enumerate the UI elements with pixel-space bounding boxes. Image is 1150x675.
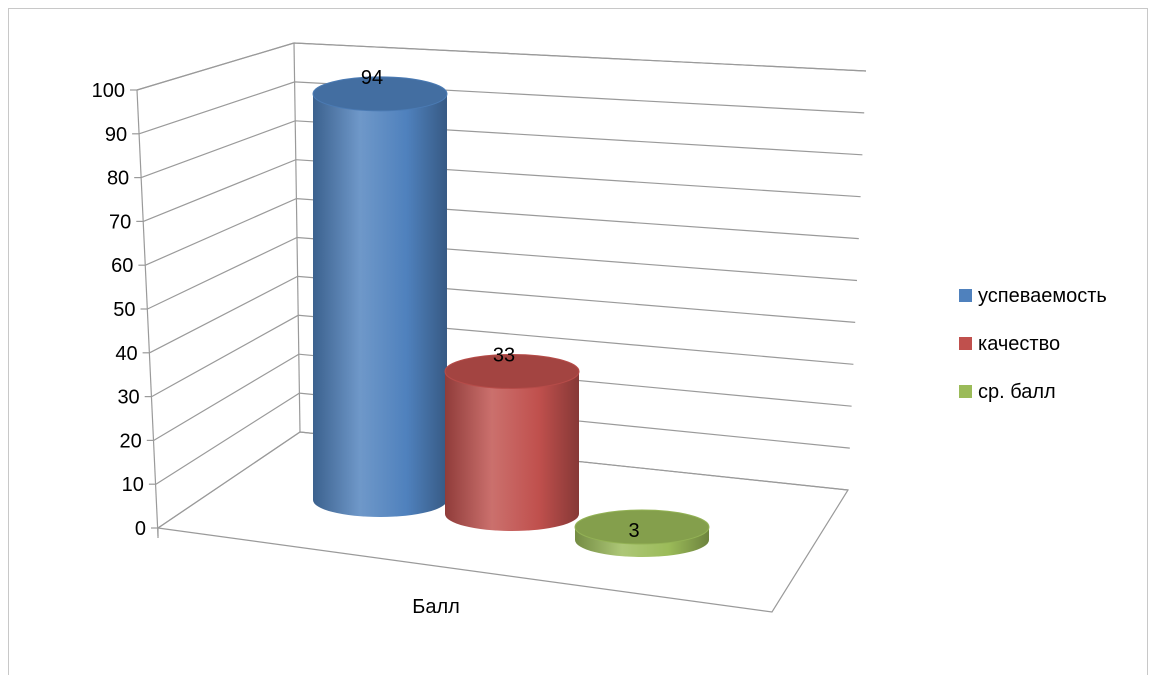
bars [312,76,710,557]
y-tick-label: 20 [120,430,142,452]
y-tick-label: 100 [92,80,125,102]
gridlines [136,42,867,529]
gridline [149,275,856,354]
data-label: 33 [493,344,515,366]
bar-качество [445,371,579,531]
bar-top [444,353,580,389]
x-axis: Балл [412,596,460,618]
chart-area [8,8,1148,675]
gridline [145,197,859,266]
legend: успеваемость качество ср. балл [959,285,1107,403]
bar-успеваемость [313,93,447,518]
legend-swatch [959,337,972,350]
y-tick-label: 50 [113,299,135,321]
y-tick-label: 30 [117,387,139,409]
legend-swatch [959,385,972,398]
y-tick-label: 40 [115,343,137,365]
gridline [143,159,861,222]
bar-top [574,509,710,545]
gridline [155,392,850,485]
gridline [151,314,854,398]
y-tick-label: 0 [135,518,146,540]
legend-label: ср. балл [978,381,1056,403]
legend-label: успеваемость [978,285,1107,307]
gridline [157,431,849,529]
legend-label: качество [978,333,1060,355]
y-tick-label: 90 [105,124,127,146]
bar-top [312,76,448,112]
gridline [147,236,858,310]
gridline [136,42,867,91]
data-label: 94 [361,67,383,89]
y-tick-label: 10 [122,474,144,496]
legend-swatch [959,289,972,302]
gridline [153,353,852,441]
gridline [140,120,863,179]
y-tick-label: 80 [107,168,129,190]
y-axis-line [136,89,159,537]
y-axis: 0 10 20 30 40 50 60 70 80 90 100 [92,80,159,540]
y-tick-label: 60 [111,255,133,277]
x-category-label: Балл [412,596,460,618]
gridline [138,81,865,135]
data-label: 3 [628,520,639,542]
y-tick-label: 70 [109,211,131,233]
